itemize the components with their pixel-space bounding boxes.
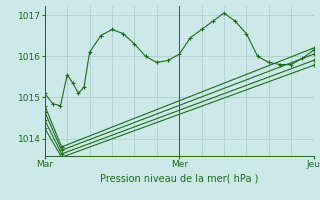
- X-axis label: Pression niveau de la mer( hPa ): Pression niveau de la mer( hPa ): [100, 173, 258, 183]
